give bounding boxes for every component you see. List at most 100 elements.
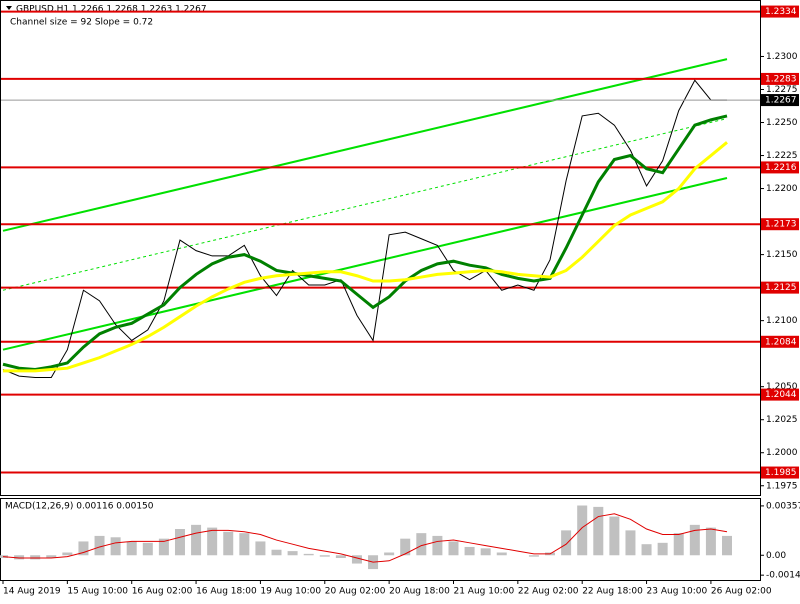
macd-bar (432, 535, 443, 556)
channel-line (2, 177, 728, 351)
y-tick-label: 0.00357 (766, 501, 800, 511)
macd-bar (158, 538, 169, 556)
macd-bar (561, 530, 572, 556)
x-tick-label: 20 Aug 18:00 (389, 587, 450, 597)
level-label: 1.2125 (765, 283, 797, 293)
macd-bar (577, 505, 588, 556)
macd-bar (110, 537, 121, 556)
level-label-box (761, 72, 799, 85)
level-label: 1.2334 (765, 7, 797, 17)
macd-bar (400, 538, 411, 556)
price-line (2, 79, 727, 378)
x-tick-label: 23 Aug 10:00 (647, 587, 708, 597)
level-label-box (761, 281, 799, 294)
macd-bar (287, 551, 298, 556)
macd-bar (384, 552, 395, 556)
y-tick-label: 1.2250 (766, 118, 798, 128)
y-tick-label: 1.2300 (766, 52, 798, 62)
level-label-box (761, 466, 799, 479)
macd-bar (480, 548, 491, 556)
x-tick-label: 20 Aug 02:00 (325, 587, 386, 597)
macd-bar (303, 553, 314, 556)
x-tick-label: 19 Aug 10:00 (260, 587, 321, 597)
macd-bar (416, 533, 427, 556)
macd-bar (673, 533, 684, 556)
x-tick-label: 16 Aug 02:00 (132, 587, 193, 597)
macd-bar (657, 542, 668, 556)
level-label: 1.2173 (765, 220, 797, 230)
level-label-box (761, 218, 799, 231)
x-tick-label: 16 Aug 18:00 (196, 587, 257, 597)
macd-bar (319, 555, 330, 557)
macd-bar (464, 546, 475, 556)
level-label: 1.2283 (765, 74, 797, 84)
macd-bar (255, 541, 266, 556)
macd-bar (46, 555, 57, 559)
macd-bar (351, 555, 362, 564)
macd-bar (14, 555, 25, 560)
macd-bar (641, 544, 652, 556)
chart-title: GBPUSD,H1 1.2266 1.2268 1.2263 1.2267 (16, 5, 207, 15)
macd-bar (271, 549, 282, 556)
current-price-box (761, 94, 799, 107)
macd-bar (705, 527, 716, 556)
macd-title: MACD(12,26,9) 0.00116 0.00150 (5, 502, 154, 512)
macd-bar (722, 535, 732, 556)
y-tick-label: 1.2225 (766, 151, 798, 161)
channel-line (2, 58, 728, 232)
macd-bar (448, 541, 459, 556)
level-label-box (761, 161, 799, 174)
price-line (2, 114, 728, 372)
x-tick-label: 22 Aug 02:00 (518, 587, 579, 597)
level-label-box (761, 5, 799, 18)
macd-bar (207, 527, 218, 556)
symbol-icon (6, 6, 12, 10)
macd-bar (142, 542, 153, 556)
x-tick-label: 22 Aug 18:00 (582, 587, 643, 597)
level-label: 1.2084 (765, 337, 797, 347)
macd-bar (126, 541, 137, 556)
macd-bar (223, 531, 234, 556)
macd-bar (239, 533, 250, 556)
macd-bar (174, 528, 185, 556)
x-tick-label: 14 Aug 2019 (3, 587, 61, 597)
macd-bar (335, 555, 346, 559)
macd-bar (609, 516, 620, 556)
y-tick-label: 1.2150 (766, 250, 798, 260)
macd-bar (62, 552, 73, 556)
macd-bar (593, 506, 604, 556)
macd-bar (528, 555, 539, 557)
y-tick-label: 1.2275 (766, 85, 798, 95)
x-tick-label: 21 Aug 10:00 (453, 587, 514, 597)
current-price-label: 1.2267 (765, 96, 797, 106)
macd-bar (689, 524, 700, 556)
y-tick-label: 1.2200 (766, 184, 798, 194)
level-label: 1.2044 (765, 390, 797, 400)
y-tick-label: -0.00144 (766, 571, 800, 581)
x-tick-label: 15 Aug 10:00 (67, 587, 128, 597)
x-tick-label: 26 Aug 02:00 (711, 587, 772, 597)
y-tick-label: 1.2050 (766, 382, 798, 392)
macd-bar (625, 530, 636, 556)
macd-bar (496, 552, 507, 556)
macd-bar (191, 524, 202, 556)
level-label-box (761, 388, 799, 401)
main-panel (0, 0, 761, 496)
y-tick-label: 1.2025 (766, 415, 798, 425)
chart-subtitle: Channel size = 92 Slope = 0.72 (10, 18, 153, 28)
level-label: 1.1985 (765, 468, 797, 478)
level-label: 1.2216 (765, 163, 797, 173)
channel-line (2, 118, 728, 291)
y-tick-label: 1.1975 (766, 481, 798, 491)
price-line (3, 141, 728, 373)
macd-bar (78, 541, 89, 556)
y-tick-label: 0.00 (766, 551, 786, 561)
level-label-box (761, 335, 799, 348)
macd-bar (30, 555, 41, 560)
macd-bar (94, 535, 105, 556)
y-tick-label: 1.2000 (766, 448, 798, 458)
signal-line (2, 513, 728, 563)
y-tick-label: 1.2100 (766, 316, 798, 326)
